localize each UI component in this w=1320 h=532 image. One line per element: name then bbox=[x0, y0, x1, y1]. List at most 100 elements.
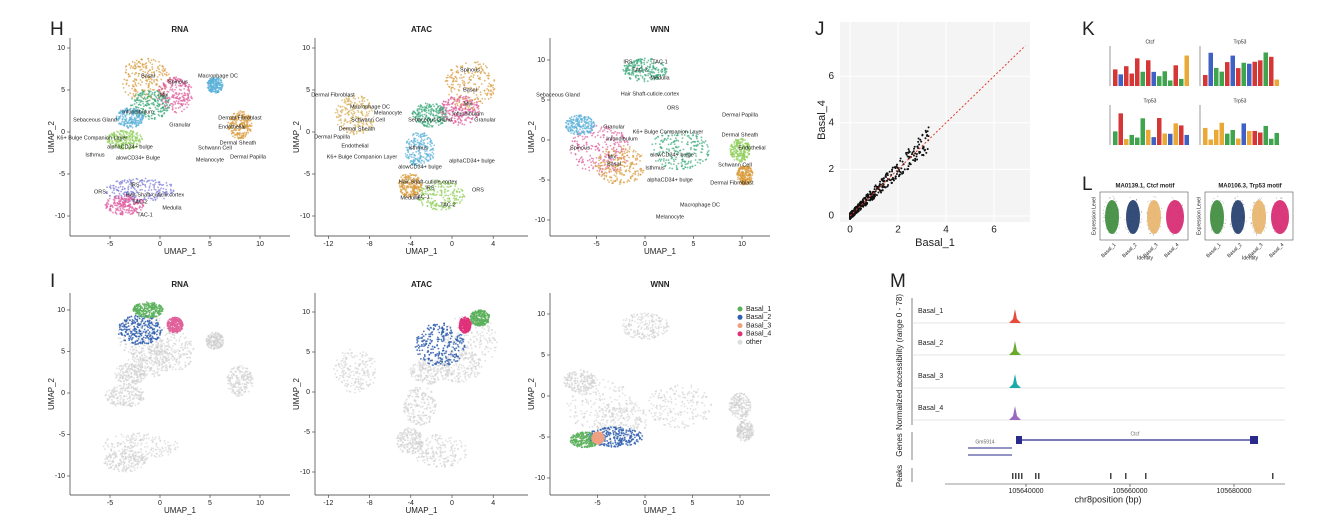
cell-dot bbox=[702, 160, 704, 162]
cell-dot bbox=[415, 113, 417, 115]
cell-dot bbox=[123, 123, 125, 125]
cell-dot bbox=[750, 176, 752, 178]
cell-dot bbox=[109, 195, 111, 197]
cell-dot bbox=[116, 213, 118, 215]
cell-dot bbox=[673, 160, 675, 162]
cell-dot bbox=[232, 132, 234, 134]
cell-dot bbox=[624, 159, 626, 161]
cell-dot bbox=[739, 152, 741, 154]
cell-dot bbox=[634, 172, 636, 174]
y-tick-label: -5 bbox=[539, 177, 545, 184]
cell-dot bbox=[644, 78, 646, 80]
cell-dot bbox=[136, 133, 138, 135]
cell-dot bbox=[130, 117, 132, 119]
cell-dot bbox=[462, 97, 464, 99]
cell-dot bbox=[430, 158, 432, 160]
cell-dot bbox=[157, 100, 159, 102]
cell-dot bbox=[171, 89, 173, 91]
cell-dot bbox=[240, 138, 242, 140]
cell-dot bbox=[595, 149, 597, 151]
cell-dot bbox=[148, 83, 150, 85]
cell-dot bbox=[161, 184, 163, 186]
cell-dot bbox=[400, 176, 402, 178]
cell-dot bbox=[132, 93, 134, 95]
cell-dot bbox=[151, 189, 153, 191]
cell-dot bbox=[345, 108, 347, 110]
cell-dot bbox=[161, 88, 163, 90]
cell-dot bbox=[629, 148, 631, 150]
cell-dot bbox=[131, 118, 133, 120]
cell-dot bbox=[129, 136, 131, 138]
cell-dot bbox=[665, 162, 667, 164]
cell-dot bbox=[682, 137, 684, 139]
cell-dot bbox=[607, 146, 609, 148]
cell-dot bbox=[418, 160, 420, 162]
cell-dot bbox=[136, 106, 138, 108]
cell-dot bbox=[153, 186, 155, 188]
cell-dot bbox=[157, 67, 159, 69]
cell-dot bbox=[584, 164, 586, 166]
cell-dot bbox=[210, 79, 212, 81]
cell-dot bbox=[456, 71, 458, 73]
cluster-label: K6+ Bulge Companion Layer bbox=[57, 135, 128, 141]
cell-dot bbox=[616, 177, 618, 179]
cell-dot bbox=[605, 156, 607, 158]
cell-dot bbox=[678, 146, 680, 148]
cell-dot bbox=[423, 135, 425, 137]
cell-dot bbox=[415, 138, 417, 140]
cell-dot bbox=[668, 144, 670, 146]
cell-dot bbox=[434, 200, 436, 202]
cell-dot bbox=[456, 195, 458, 197]
cell-dot bbox=[247, 125, 249, 127]
y-axis-label: UMAP_2 bbox=[292, 120, 301, 153]
x-tick-label: -5 bbox=[593, 241, 599, 248]
cell-dot bbox=[411, 156, 413, 158]
cell-dot bbox=[160, 110, 162, 112]
cell-dot bbox=[245, 133, 247, 135]
cell-dot bbox=[412, 133, 414, 135]
cell-dot bbox=[622, 149, 624, 151]
cell-dot bbox=[681, 141, 683, 143]
cell-dot bbox=[405, 155, 407, 157]
cell-dot bbox=[415, 191, 417, 193]
cell-dot bbox=[122, 207, 124, 209]
cell-dot bbox=[598, 149, 600, 151]
cell-dot bbox=[432, 202, 434, 204]
cell-dot bbox=[640, 170, 642, 172]
cell-dot bbox=[132, 130, 134, 132]
cell-dot bbox=[249, 130, 251, 132]
cell-dot bbox=[452, 191, 454, 193]
y-tick-label: 5 bbox=[306, 87, 310, 94]
cluster-label: ORS bbox=[472, 187, 484, 193]
cell-dot bbox=[470, 79, 472, 81]
cell-dot bbox=[454, 188, 456, 190]
cell-dot bbox=[132, 139, 134, 141]
cell-dot bbox=[139, 63, 141, 65]
cell-dot bbox=[188, 88, 190, 90]
cell-dot bbox=[637, 175, 639, 177]
cell-dot bbox=[463, 98, 465, 100]
y-tick-label: -5 bbox=[304, 171, 310, 178]
cell-dot bbox=[139, 101, 141, 103]
y-tick-label: -5 bbox=[59, 171, 65, 178]
cell-dot bbox=[625, 148, 627, 150]
cluster-label: Sebaceous Gland bbox=[73, 117, 117, 123]
cell-dot bbox=[121, 121, 123, 123]
cell-dot bbox=[632, 175, 634, 177]
cluster-label: Isthmus bbox=[85, 152, 105, 158]
cell-dot bbox=[419, 157, 421, 159]
cell-dot bbox=[480, 94, 482, 96]
cell-dot bbox=[118, 123, 120, 125]
cell-dot bbox=[463, 124, 465, 126]
cell-dot bbox=[125, 131, 127, 133]
cell-dot bbox=[341, 112, 343, 114]
cell-dot bbox=[456, 103, 458, 105]
cluster-label: Sebaceous Gland bbox=[408, 117, 452, 123]
cell-dot bbox=[135, 72, 137, 74]
cell-dot bbox=[128, 85, 130, 87]
cell-dot bbox=[623, 174, 625, 176]
cell-dot bbox=[134, 123, 136, 125]
cell-dot bbox=[145, 186, 147, 188]
cell-dot bbox=[126, 209, 128, 211]
cell-dot bbox=[117, 209, 119, 211]
